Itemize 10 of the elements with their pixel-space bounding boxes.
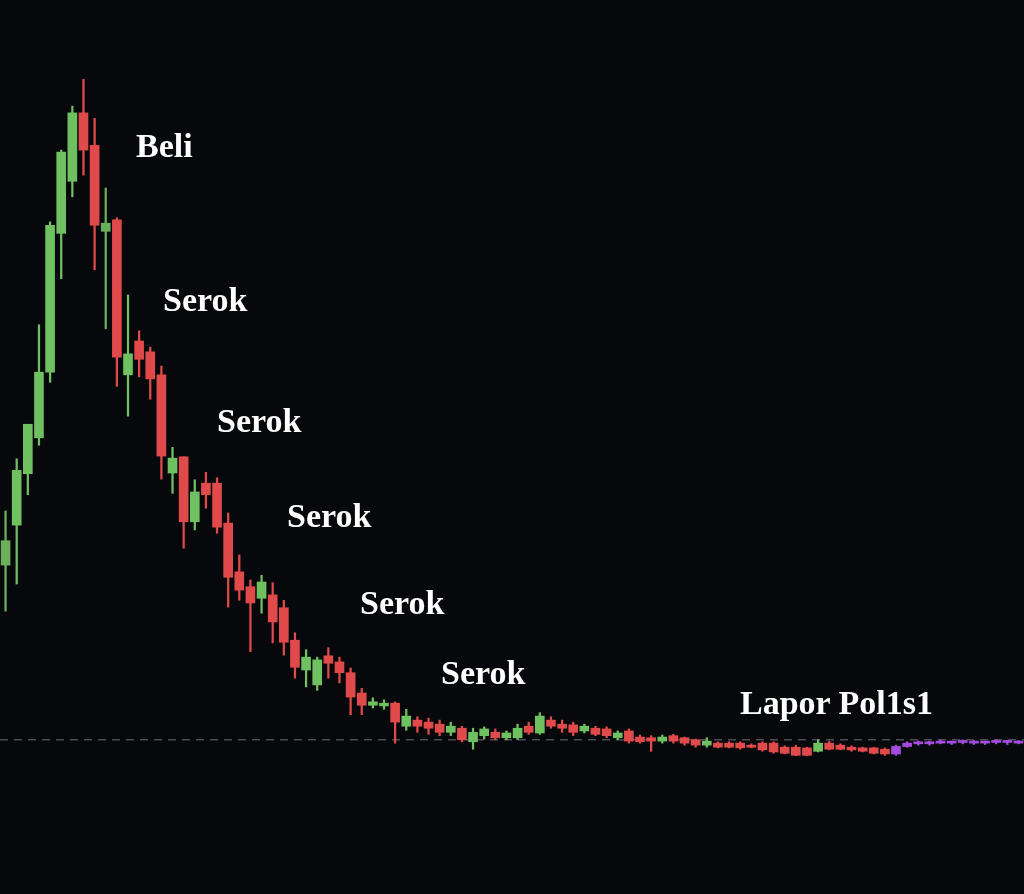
- annotation: Serok: [163, 280, 248, 318]
- candlestick: [0, 510, 11, 612]
- candlestick: [245, 579, 256, 653]
- annotation: Lapor Pol1s1: [740, 683, 934, 721]
- candlestick: [167, 446, 178, 494]
- annotation: Serok: [287, 496, 372, 534]
- annotation: Serok: [217, 401, 302, 439]
- annotation: Serok: [441, 653, 526, 691]
- annotation: Serok: [360, 583, 445, 621]
- annotation: Beli: [136, 126, 193, 164]
